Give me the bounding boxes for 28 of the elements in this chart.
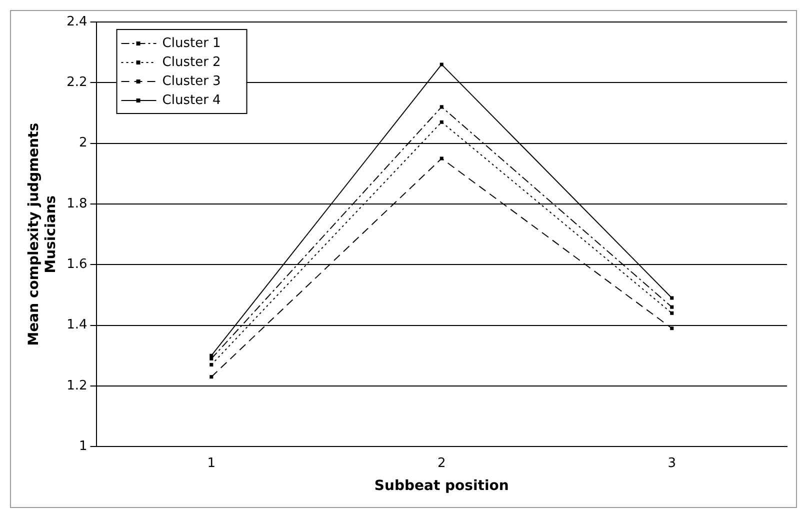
x-tick-label: 3	[668, 456, 676, 471]
point	[440, 156, 444, 160]
point	[210, 356, 214, 360]
legend-label: Cluster 3	[162, 74, 221, 89]
point	[440, 62, 444, 66]
point	[210, 375, 214, 379]
legend-label: Cluster 4	[162, 92, 221, 108]
point	[670, 311, 674, 315]
y-tick-label: 2	[78, 136, 88, 151]
legend-label: Cluster 2	[162, 54, 221, 70]
y-tick-label: 1.4	[66, 318, 88, 333]
point	[670, 326, 674, 330]
point	[210, 362, 214, 366]
point	[670, 296, 674, 300]
point	[440, 120, 444, 124]
point	[670, 305, 674, 309]
x-tick-label: 1	[207, 456, 216, 471]
y-axis-title: Mean complexity judgments Musicians	[26, 122, 59, 346]
y-tick-label: 1.8	[66, 196, 88, 212]
y-tick-label: 2.4	[66, 14, 88, 30]
y-tick-label: 2.2	[66, 75, 88, 90]
point	[440, 105, 444, 109]
y-tick-label: 1.2	[66, 378, 88, 394]
y-tick-label: 1.6	[66, 257, 88, 272]
x-tick-label: 2	[437, 456, 446, 471]
legend-label: Cluster 1	[162, 36, 221, 51]
x-axis-title: Subbeat position	[374, 478, 509, 494]
y-tick-label: 1	[78, 438, 88, 454]
